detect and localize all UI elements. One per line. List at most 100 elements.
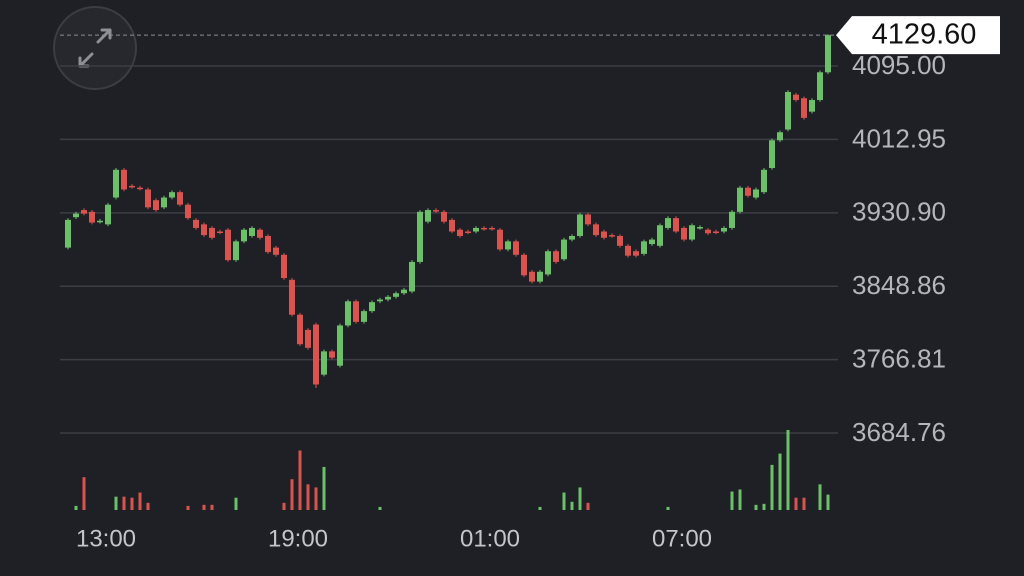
candle-body [649,239,655,245]
candle-body [385,296,391,300]
volume-bar [578,487,582,510]
candle-body [169,192,175,198]
candle-body [641,241,647,254]
volume-bar [666,506,670,510]
candle-body [81,210,87,214]
candle-body [225,229,231,261]
candle-body [129,185,135,188]
candle-body [433,210,439,212]
candles [60,34,834,389]
expand-button[interactable] [53,6,137,90]
candle-body [369,302,375,312]
volume-bar [778,453,782,510]
expand-circle[interactable] [53,6,137,90]
volume-bars [74,430,830,510]
candle-body [481,227,487,230]
volume-bar [754,504,758,510]
volume-bar [146,502,150,510]
volume-bar [130,497,134,510]
volume-bar [74,505,78,510]
candle-body [657,225,663,246]
candle-body [209,227,215,238]
volume-bar [114,496,118,510]
volume-bar [322,466,326,510]
x-tick-label: 13:00 [76,525,136,552]
candle-body [553,251,559,262]
y-tick-label: 3930.90 [852,197,946,227]
volume-bar [794,497,798,510]
candle-body [353,301,359,322]
candle-body [201,224,207,236]
candle-body [721,227,727,232]
volume-bar [186,505,190,510]
candle-body [561,239,567,260]
candle-body [761,169,767,193]
candle-body [745,187,751,196]
candle-body [625,245,631,256]
candle-body [417,211,423,262]
last-price-badge [836,16,1000,55]
candle-body [537,271,543,282]
candle-body [785,91,791,130]
candle-body [825,35,831,73]
volume-bar [202,504,206,510]
volume-bar [234,497,238,510]
candle-body [489,227,495,230]
candle-body [713,231,719,234]
candle-body [609,235,615,237]
candle-body [809,100,815,112]
candle-body [345,301,351,326]
x-tick-label: 01:00 [460,525,520,552]
candle-body [521,254,527,276]
candle-body [89,211,95,223]
volume-bar [282,502,286,510]
candle-body [97,220,103,223]
x-tick-label: 19:00 [268,525,328,552]
candle-body [233,241,239,261]
axis-labels: 3684.76 3766.81 3848.86 3930.90 4012.95 4095.… [76,16,1000,552]
candle-body [249,227,255,236]
candle-body [577,214,583,236]
volume-bar [770,464,774,510]
candle-body [729,211,735,228]
candle-body [73,213,79,218]
candle-body [193,219,199,228]
y-tick-label: 4012.95 [852,123,946,153]
candle-body [769,140,775,169]
candle-body [473,227,479,232]
volume-bar [570,501,574,510]
candle-body [529,271,535,282]
candle-body [585,214,591,225]
volume-bar [378,506,382,510]
candle-body [569,235,575,240]
volume-bar [826,494,830,510]
candle-body [681,227,687,240]
volume-bar [802,497,806,510]
candle-body [593,224,599,236]
candle-body [297,314,303,345]
candle-body [777,132,783,141]
candle-body [633,251,639,256]
candle-body [409,261,415,292]
candle-body [705,229,711,234]
candle-body [281,254,287,279]
candle-body [361,311,367,322]
volume-bar [786,430,790,510]
candle-body [817,72,823,101]
candle-body [601,231,607,238]
grid [60,65,838,434]
candle-body [449,219,455,232]
candle-body [313,324,319,385]
candle-body [457,229,463,236]
candle-body [329,351,335,358]
candle-body [265,235,271,253]
candle-body [513,241,519,255]
candle-body [401,289,407,294]
volume-bar [314,487,318,510]
candle-body [161,197,167,208]
candle-body [665,218,671,228]
volume-bar [730,491,734,510]
candle-body [105,204,111,225]
